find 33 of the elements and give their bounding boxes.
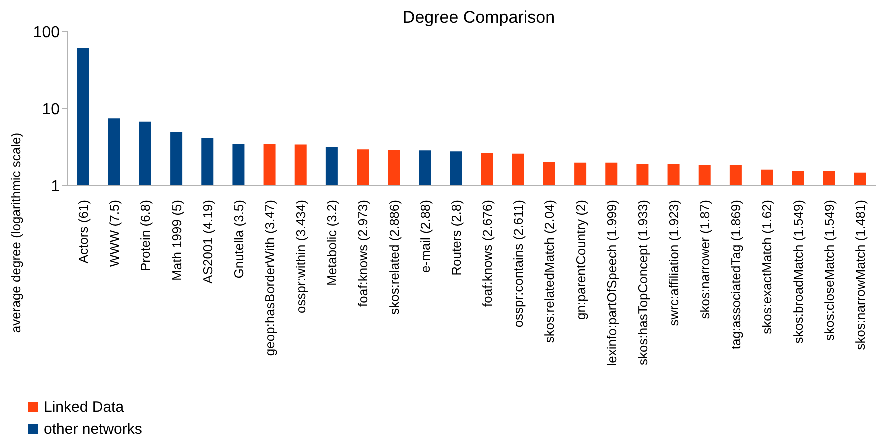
x-tick-label: WWW (7.5) bbox=[107, 200, 122, 268]
x-tick-label: lexinfo:partOfSpeech (1.999) bbox=[604, 200, 620, 366]
x-tick-label: skos:narrower (1.87) bbox=[698, 200, 713, 320]
x-tick-label: tag:associatedTag (1.869) bbox=[728, 200, 744, 350]
x-tick-label: AS2001 (4.19) bbox=[200, 200, 216, 284]
x-tick-label: e-mail (2.88) bbox=[418, 200, 433, 273]
x-tick-label: Actors (61) bbox=[76, 200, 92, 264]
x-tick-label: Routers (2.8) bbox=[448, 200, 464, 276]
x-tick-label: Metabolic (3.2) bbox=[324, 200, 340, 286]
x-tick-label: foaf:knows (2.676) bbox=[480, 200, 496, 307]
x-tick-label: swrc:affiliation (1.923) bbox=[666, 200, 682, 326]
x-tick-label: skos:narrowMatch (1.481) bbox=[852, 200, 868, 350]
x-tick-label: Protein (6.8) bbox=[138, 200, 154, 272]
x-tick-label: skos:related (2.886) bbox=[386, 200, 402, 315]
x-tick-label: Gnutella (3.5) bbox=[231, 200, 246, 279]
x-tick-label: skos:broadMatch (1.549) bbox=[790, 200, 806, 344]
x-tick-label: Math 1999 (5) bbox=[169, 200, 184, 281]
legend-label: Linked Data bbox=[44, 398, 124, 416]
y-tick-label: 10 bbox=[42, 102, 60, 119]
x-tick-label: skos:hasTopConcept (1.933) bbox=[635, 200, 650, 366]
chart-title: Degree Comparison bbox=[402, 8, 556, 28]
x-tick-label: geop:hasBorderWith (3.47) bbox=[262, 200, 278, 356]
x-tick-label: gn:parentCountry (2) bbox=[573, 200, 588, 320]
x-tick-label: skos:closeMatch (1.549) bbox=[822, 200, 837, 341]
y-tick-label: 100 bbox=[33, 24, 60, 42]
y-axis-title: average degree (logarithmic scale) bbox=[8, 132, 24, 334]
x-tick-label: osspr:within (3.434) bbox=[294, 200, 309, 314]
x-tick-label: skos:exactMatch (1.62) bbox=[760, 200, 775, 334]
x-tick-label: skos:relatedMatch (2.04) bbox=[542, 200, 558, 344]
x-tick-label: osspr:contains (2.611) bbox=[511, 200, 526, 328]
y-tick-label: 1 bbox=[51, 178, 60, 196]
legend-label: other networks bbox=[44, 420, 142, 438]
x-tick-label: foaf:knows (2.973) bbox=[356, 200, 371, 307]
